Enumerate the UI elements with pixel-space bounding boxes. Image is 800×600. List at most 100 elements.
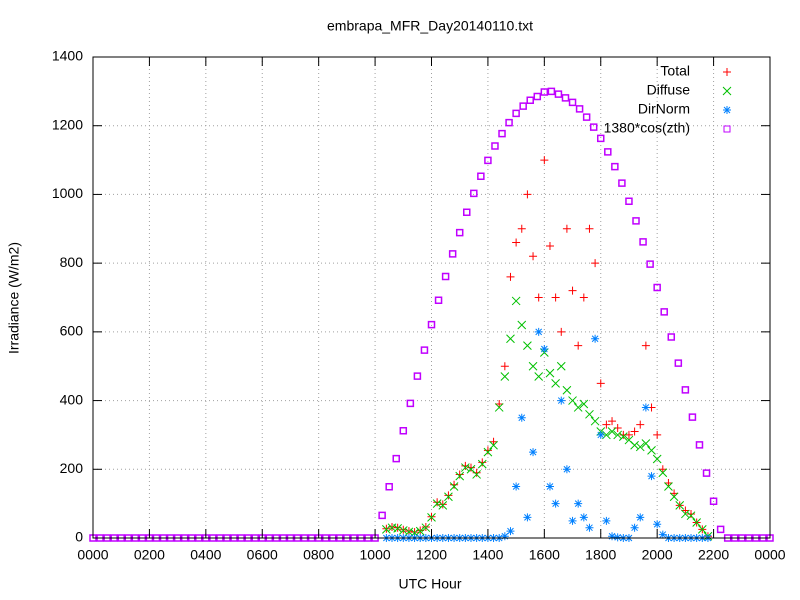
data-point [89, 534, 97, 542]
data-point [138, 534, 147, 542]
data-point [716, 525, 725, 534]
data-point [371, 534, 379, 542]
data-point [557, 396, 566, 405]
plot-border [92, 56, 771, 539]
data-point [195, 534, 203, 542]
data-point [336, 534, 344, 542]
data-point [697, 525, 707, 534]
x-tick-label: 1400 [472, 547, 503, 563]
data-point [579, 399, 589, 409]
x-tick-label: 1600 [529, 547, 560, 563]
y-tick-label: 600 [60, 323, 84, 339]
data-point [551, 379, 560, 388]
x-tick-label: 0200 [134, 547, 165, 563]
data-point [611, 162, 619, 171]
data-point [529, 252, 538, 261]
data-point [607, 427, 617, 436]
data-point [585, 409, 594, 419]
data-point [209, 534, 217, 542]
x-tick-label: 1000 [360, 547, 391, 563]
data-point [96, 534, 104, 542]
data-point [545, 241, 554, 250]
data-point [166, 534, 175, 542]
data-point [526, 96, 534, 105]
data-point [258, 534, 266, 542]
data-point [413, 372, 422, 380]
data-point [444, 492, 453, 502]
data-point [702, 469, 711, 477]
data-point [547, 87, 556, 96]
data-point [562, 385, 572, 395]
data-point [551, 293, 560, 302]
data-point [450, 480, 459, 489]
data-point [495, 400, 504, 409]
data-point [523, 341, 532, 350]
data-point [596, 430, 605, 439]
x-tick-label: 2000 [642, 547, 673, 563]
data-point [574, 499, 583, 508]
x-tick-label: 0600 [247, 547, 278, 563]
data-point [506, 272, 515, 281]
data-point [420, 346, 429, 354]
data-point [523, 190, 532, 199]
data-point [658, 530, 667, 539]
data-point [561, 94, 570, 102]
data-point [460, 463, 470, 472]
data-point [251, 534, 259, 542]
data-point [444, 491, 453, 500]
data-point [695, 441, 704, 449]
data-point [653, 283, 661, 292]
data-point [602, 420, 611, 429]
data-point [540, 345, 549, 354]
data-point [455, 228, 464, 237]
data-point [300, 534, 309, 542]
data-point [449, 482, 459, 491]
data-point [517, 224, 526, 233]
data-point [653, 430, 662, 439]
y-axis-label: Irradiance (W/m2) [6, 242, 22, 354]
data-point [534, 327, 543, 336]
data-point [427, 320, 436, 329]
data-point [470, 189, 478, 198]
data-point [675, 501, 685, 510]
data-point [562, 224, 571, 233]
data-point [632, 217, 640, 225]
data-point [523, 513, 532, 522]
data-point [498, 129, 506, 138]
data-point [350, 534, 358, 542]
data-point [455, 470, 464, 479]
data-point [406, 399, 415, 408]
data-point [534, 293, 543, 302]
data-point [597, 134, 605, 143]
data-point [512, 238, 521, 247]
y-tick-label: 400 [60, 391, 84, 407]
data-point [585, 224, 594, 233]
data-point [145, 534, 154, 542]
data-point [180, 534, 189, 542]
data-point [669, 492, 679, 502]
data-point [575, 105, 584, 113]
data-point [398, 526, 408, 535]
data-point [590, 416, 600, 426]
data-point [500, 372, 510, 381]
x-tick-label: 0800 [303, 547, 334, 563]
data-point [438, 500, 447, 509]
y-tick-label: 1400 [52, 48, 83, 64]
data-point [489, 440, 498, 450]
data-point [483, 447, 493, 457]
data-point [293, 534, 302, 542]
data-point [709, 497, 718, 505]
data-point [159, 534, 168, 542]
data-point [557, 327, 566, 336]
data-point [279, 534, 288, 542]
data-point [441, 272, 450, 281]
y-tick-label: 1000 [52, 185, 83, 201]
data-point [307, 534, 316, 542]
data-point [766, 534, 774, 542]
data-point [103, 534, 111, 542]
data-point [329, 534, 337, 542]
data-point [568, 98, 577, 107]
data-point [630, 440, 639, 450]
